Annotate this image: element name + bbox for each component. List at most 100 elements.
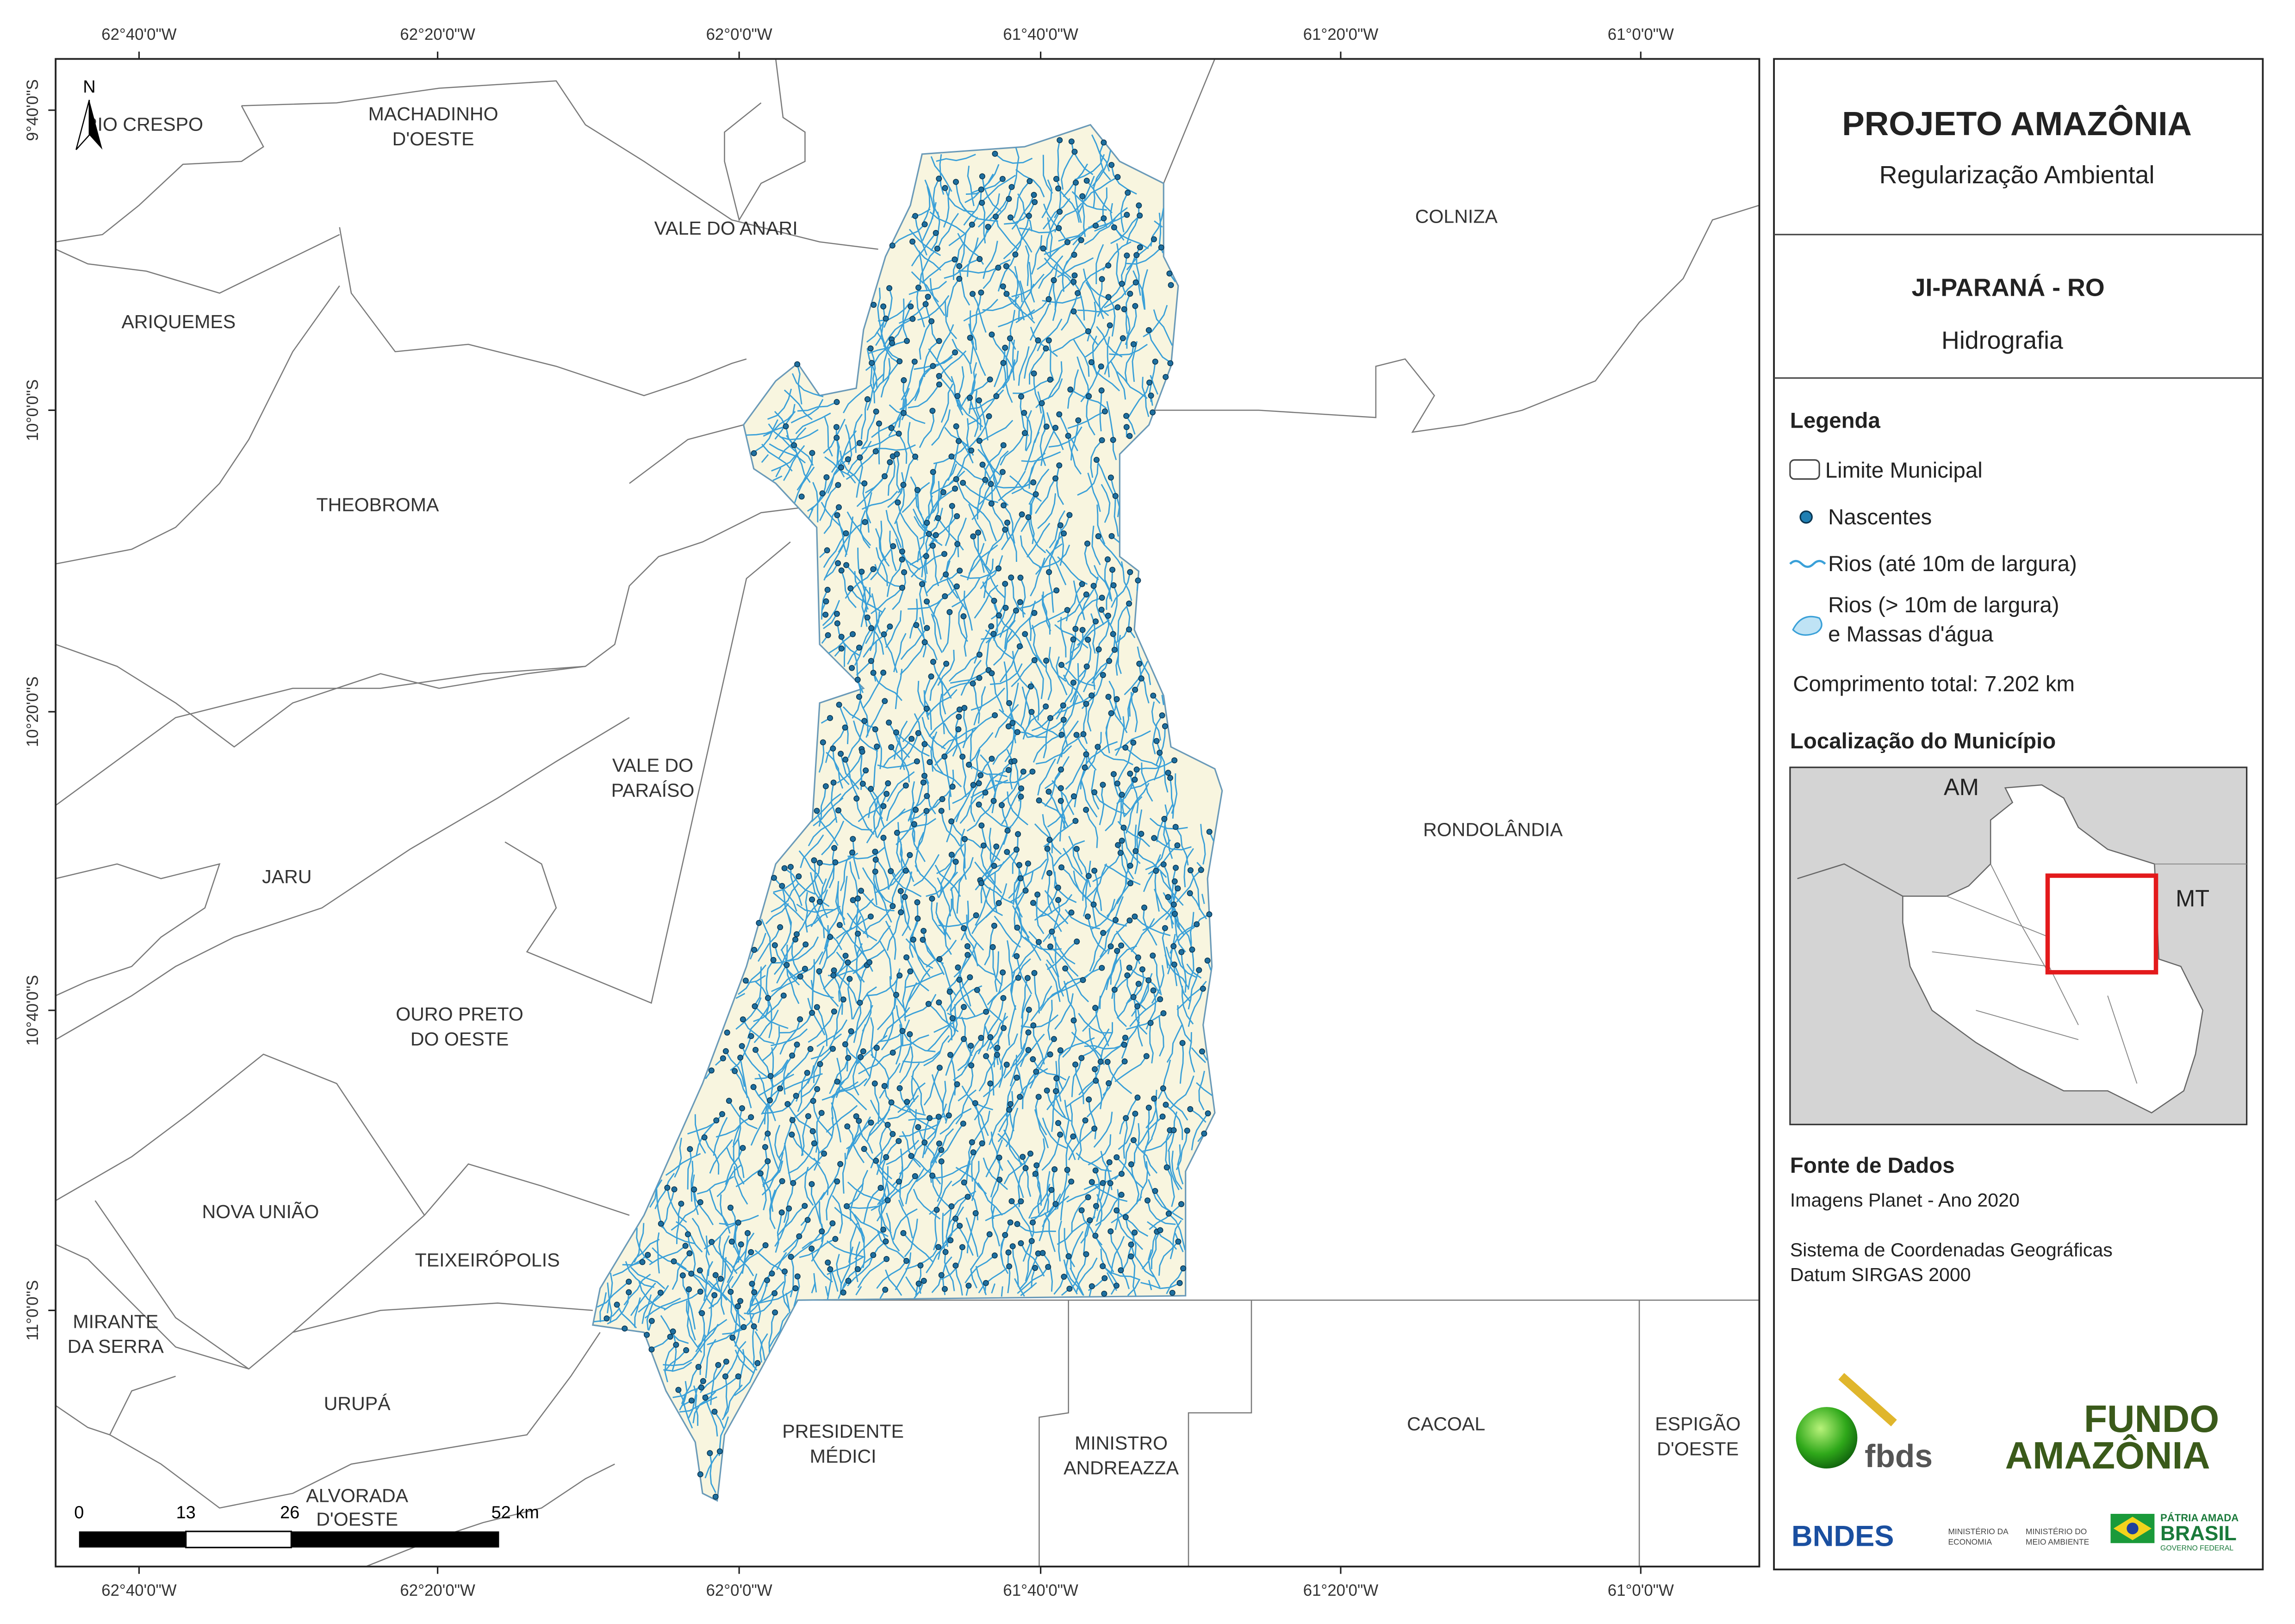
spring [866, 959, 873, 965]
river [863, 905, 894, 934]
spring [929, 896, 935, 902]
spring [949, 1015, 956, 1021]
spring [836, 702, 842, 708]
river [883, 318, 913, 347]
panel-subtitle: Regularização Ambiental [1879, 161, 2155, 189]
river [834, 1207, 864, 1237]
river [1080, 779, 1098, 818]
boundary [1188, 1300, 1252, 1567]
river [1054, 993, 1074, 1030]
spring [1180, 1265, 1187, 1272]
river [1024, 340, 1039, 379]
river [1064, 968, 1089, 1002]
spring [753, 1046, 759, 1053]
spring [1008, 574, 1014, 581]
river [892, 870, 907, 908]
river [819, 925, 829, 965]
river [882, 1157, 887, 1198]
river [709, 1139, 733, 1174]
spring [1161, 815, 1168, 822]
spring [1086, 393, 1092, 399]
river [730, 1036, 752, 1071]
river [788, 936, 819, 962]
spring [883, 1154, 889, 1160]
river [1177, 1144, 1184, 1185]
spring [968, 1062, 975, 1069]
river [879, 940, 892, 980]
river [1056, 656, 1068, 696]
river [939, 375, 963, 411]
river [771, 1028, 808, 1046]
river [1105, 713, 1112, 753]
municipality-label: PARAÍSO [611, 779, 695, 801]
river [971, 484, 992, 520]
spring [740, 1016, 746, 1023]
spring [853, 795, 860, 802]
spring [1114, 948, 1120, 954]
river [927, 1103, 947, 1140]
river [995, 216, 1019, 250]
river [845, 759, 859, 799]
spring [861, 480, 868, 486]
river [1115, 635, 1121, 676]
river [1020, 577, 1026, 618]
spring [1026, 178, 1033, 184]
boundary [424, 1163, 630, 1216]
spring [1132, 1229, 1138, 1236]
river [1065, 754, 1087, 790]
spring [894, 451, 900, 457]
river [761, 443, 793, 472]
river [877, 1166, 889, 1206]
river [828, 634, 853, 654]
spring [798, 493, 805, 500]
river [1110, 361, 1126, 400]
spring [1100, 1263, 1106, 1269]
spring [1104, 1058, 1111, 1065]
river [1002, 362, 1013, 403]
river [1070, 621, 1096, 654]
river [984, 1026, 999, 1065]
spring [909, 316, 916, 322]
river [838, 810, 872, 831]
spring [1092, 1232, 1099, 1239]
spring [1056, 462, 1063, 469]
river [1121, 255, 1128, 295]
spring [1178, 949, 1185, 955]
river [1149, 1023, 1154, 1064]
spring [830, 779, 837, 786]
spring [912, 454, 919, 460]
river [1052, 280, 1056, 321]
spring [833, 435, 840, 441]
spring [949, 784, 956, 790]
municipality-label: MINISTRO [1075, 1432, 1168, 1454]
river [908, 280, 947, 295]
river [720, 1194, 731, 1234]
river [1149, 818, 1188, 830]
river [913, 1188, 941, 1220]
river [902, 1050, 941, 1064]
river [634, 1297, 641, 1328]
river [1038, 255, 1064, 289]
spring [1047, 1051, 1053, 1058]
river [800, 834, 824, 868]
river [831, 1081, 845, 1119]
spring [742, 977, 749, 984]
spring [751, 1323, 757, 1330]
municipality-label: CACOAL [1407, 1413, 1485, 1435]
river [902, 1232, 933, 1263]
river [1086, 863, 1107, 899]
river [863, 1187, 881, 1224]
river [1025, 410, 1032, 451]
river [860, 925, 891, 953]
river [858, 962, 870, 1002]
river [993, 629, 1013, 666]
river [607, 1292, 630, 1325]
legend-symbol [1789, 560, 1826, 568]
spring [907, 968, 914, 975]
river [1077, 175, 1095, 214]
river [887, 854, 911, 890]
river [754, 1006, 789, 1029]
river [959, 792, 986, 824]
river [909, 598, 918, 639]
river [751, 1281, 785, 1307]
